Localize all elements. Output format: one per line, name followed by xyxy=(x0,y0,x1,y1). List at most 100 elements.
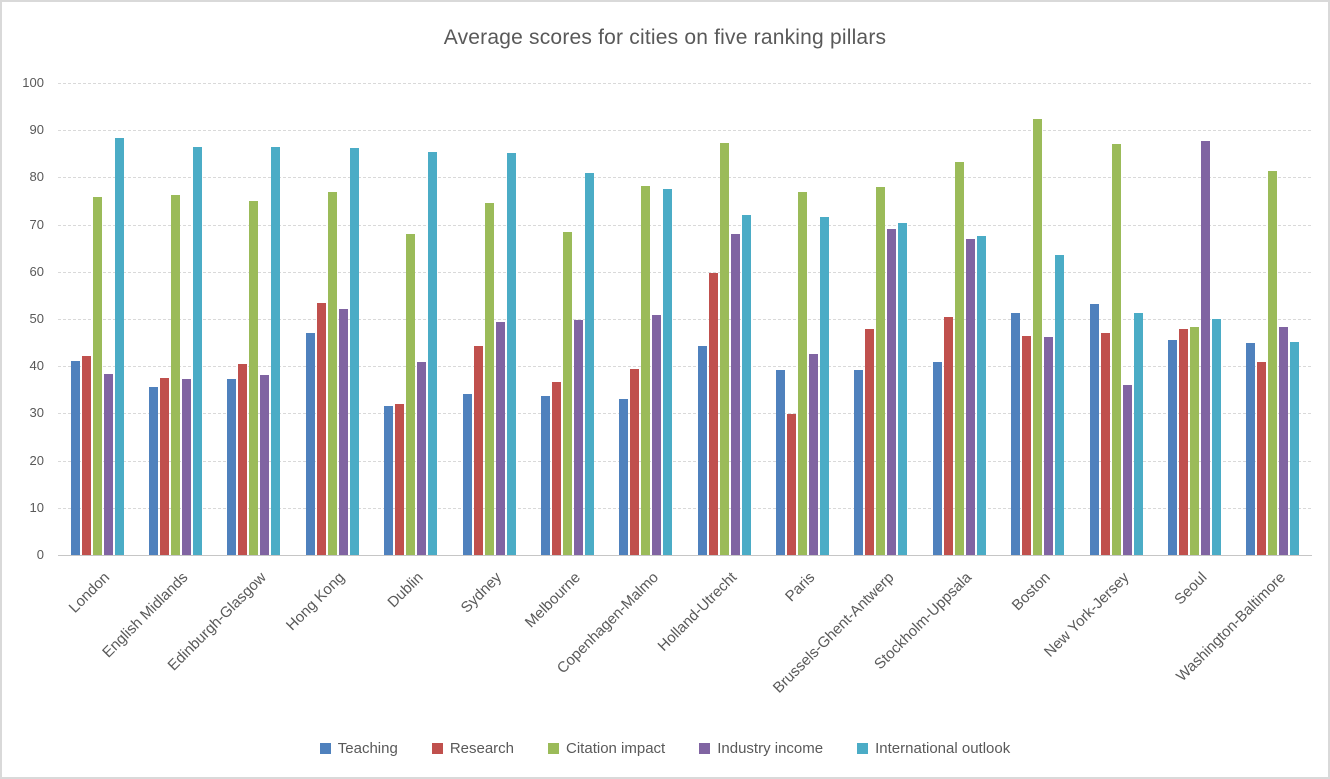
legend-label-international-outlook: International outlook xyxy=(875,740,1011,757)
bar-research-edinburgh-glasgow xyxy=(238,363,248,555)
gridline-50 xyxy=(58,319,1312,320)
bar-industry-income-copenhagen-malmo xyxy=(652,314,662,555)
bar-group-sydney xyxy=(450,83,528,555)
legend-item-teaching: Teaching xyxy=(319,740,398,757)
legend-label-industry-income: Industry income xyxy=(717,740,824,757)
bar-citation-impact-boston xyxy=(1033,118,1043,555)
bar-international-outlook-copenhagen-malmo xyxy=(663,188,673,555)
bar-research-holland-utrecht xyxy=(708,272,718,555)
y-tick-label-40: 40 xyxy=(29,358,44,374)
gridline-60 xyxy=(58,271,1312,273)
gridline-40 xyxy=(58,366,1312,368)
bar-international-outlook-paris xyxy=(820,216,830,555)
bar-industry-income-seoul xyxy=(1200,140,1210,555)
bar-citation-impact-washington-baltimore xyxy=(1268,170,1278,555)
x-tick-label-new-york-jersey: New York-Jersey xyxy=(1040,569,1133,661)
bar-citation-impact-london xyxy=(92,196,102,555)
bar-group-brussels-ghent-antwerp xyxy=(842,83,920,555)
bar-research-melbourne xyxy=(551,381,561,555)
y-tick-label-10: 10 xyxy=(29,499,44,515)
bar-industry-income-melbourne xyxy=(573,319,583,555)
legend-label-teaching: Teaching xyxy=(337,740,398,757)
bar-research-brussels-ghent-antwerp xyxy=(865,329,875,555)
bar-group-hong-kong xyxy=(293,83,371,555)
bar-group-melbourne xyxy=(528,83,606,555)
bar-citation-impact-new-york-jersey xyxy=(1111,144,1121,555)
y-tick-label-90: 90 xyxy=(29,122,44,138)
bar-teaching-hong-kong xyxy=(305,332,315,555)
legend-swatch-industry-income xyxy=(699,743,711,754)
bar-group-new-york-jersey xyxy=(1077,83,1155,555)
bar-international-outlook-melbourne xyxy=(584,173,594,555)
bar-citation-impact-holland-utrecht xyxy=(719,142,729,555)
legend-swatch-teaching xyxy=(319,743,331,754)
bar-international-outlook-seoul xyxy=(1211,319,1221,555)
bar-research-copenhagen-malmo xyxy=(630,368,640,555)
bar-citation-impact-melbourne xyxy=(562,232,572,555)
bar-teaching-english-midlands xyxy=(149,387,159,555)
x-tick-label-melbourne: Melbourne xyxy=(521,569,584,632)
bar-citation-impact-hong-kong xyxy=(327,192,337,555)
bar-international-outlook-hong-kong xyxy=(349,147,359,555)
bar-teaching-copenhagen-malmo xyxy=(619,399,629,555)
bar-research-stockholm-uppsala xyxy=(943,316,953,555)
legend-swatch-international-outlook xyxy=(857,743,869,754)
plot-area xyxy=(58,83,1312,556)
gridline-10 xyxy=(58,507,1312,509)
bar-teaching-seoul xyxy=(1167,339,1177,555)
bar-international-outlook-washington-baltimore xyxy=(1290,342,1300,555)
bar-group-edinburgh-glasgow xyxy=(215,83,293,555)
bar-teaching-holland-utrecht xyxy=(697,346,707,555)
bar-international-outlook-english-midlands xyxy=(193,146,203,555)
bar-research-sydney xyxy=(473,346,483,555)
bar-research-new-york-jersey xyxy=(1100,333,1110,555)
gridline-70 xyxy=(58,224,1312,226)
bar-industry-income-stockholm-uppsala xyxy=(965,239,975,555)
bar-group-copenhagen-malmo xyxy=(607,83,685,555)
bar-teaching-dublin xyxy=(384,406,394,555)
x-tick-label-sydney: Sydney xyxy=(457,569,506,617)
legend-item-citation-impact: Citation impact xyxy=(548,740,665,757)
bar-teaching-london xyxy=(70,361,80,555)
x-tick-label-boston: Boston xyxy=(1008,569,1054,615)
bar-research-dublin xyxy=(395,403,405,555)
gridline-80 xyxy=(58,177,1312,179)
bar-group-stockholm-uppsala xyxy=(920,83,998,555)
bar-industry-income-paris xyxy=(809,354,819,555)
bar-citation-impact-copenhagen-malmo xyxy=(641,185,651,555)
bar-group-boston xyxy=(999,83,1077,555)
bar-industry-income-new-york-jersey xyxy=(1122,384,1132,555)
x-tick-label-dublin: Dublin xyxy=(384,569,427,612)
bar-industry-income-dublin xyxy=(417,362,427,555)
bar-international-outlook-new-york-jersey xyxy=(1133,312,1143,555)
bar-industry-income-hong-kong xyxy=(338,308,348,555)
bar-teaching-edinburgh-glasgow xyxy=(227,379,237,555)
bar-citation-impact-sydney xyxy=(484,202,494,555)
bar-teaching-stockholm-uppsala xyxy=(932,361,942,555)
bar-teaching-boston xyxy=(1011,312,1021,555)
bar-industry-income-holland-utrecht xyxy=(730,233,740,555)
y-tick-label-30: 30 xyxy=(29,405,44,421)
bar-teaching-new-york-jersey xyxy=(1089,304,1099,555)
y-tick-label-100: 100 xyxy=(22,75,44,90)
bar-international-outlook-stockholm-uppsala xyxy=(976,236,986,555)
x-tick-label-hong-kong: Hong Kong xyxy=(283,569,349,635)
bar-group-holland-utrecht xyxy=(685,83,763,555)
legend-item-research: Research xyxy=(431,740,515,757)
y-tick-label-0: 0 xyxy=(36,547,44,562)
bar-international-outlook-sydney xyxy=(506,153,516,555)
bar-industry-income-english-midlands xyxy=(182,378,192,555)
y-tick-label-50: 50 xyxy=(29,311,44,326)
bar-group-washington-baltimore xyxy=(1234,83,1312,555)
bar-industry-income-brussels-ghent-antwerp xyxy=(887,229,897,555)
bar-industry-income-edinburgh-glasgow xyxy=(260,374,270,555)
gridline-30 xyxy=(58,413,1312,415)
legend-label-research: Research xyxy=(449,740,515,757)
bar-research-london xyxy=(81,356,91,555)
y-tick-label-20: 20 xyxy=(29,452,44,468)
bar-teaching-paris xyxy=(776,370,786,555)
x-tick-label-london: London xyxy=(65,569,114,617)
bar-research-boston xyxy=(1022,335,1032,555)
chart-title: Average scores for cities on five rankin… xyxy=(443,26,887,49)
gridline-90 xyxy=(58,130,1312,132)
